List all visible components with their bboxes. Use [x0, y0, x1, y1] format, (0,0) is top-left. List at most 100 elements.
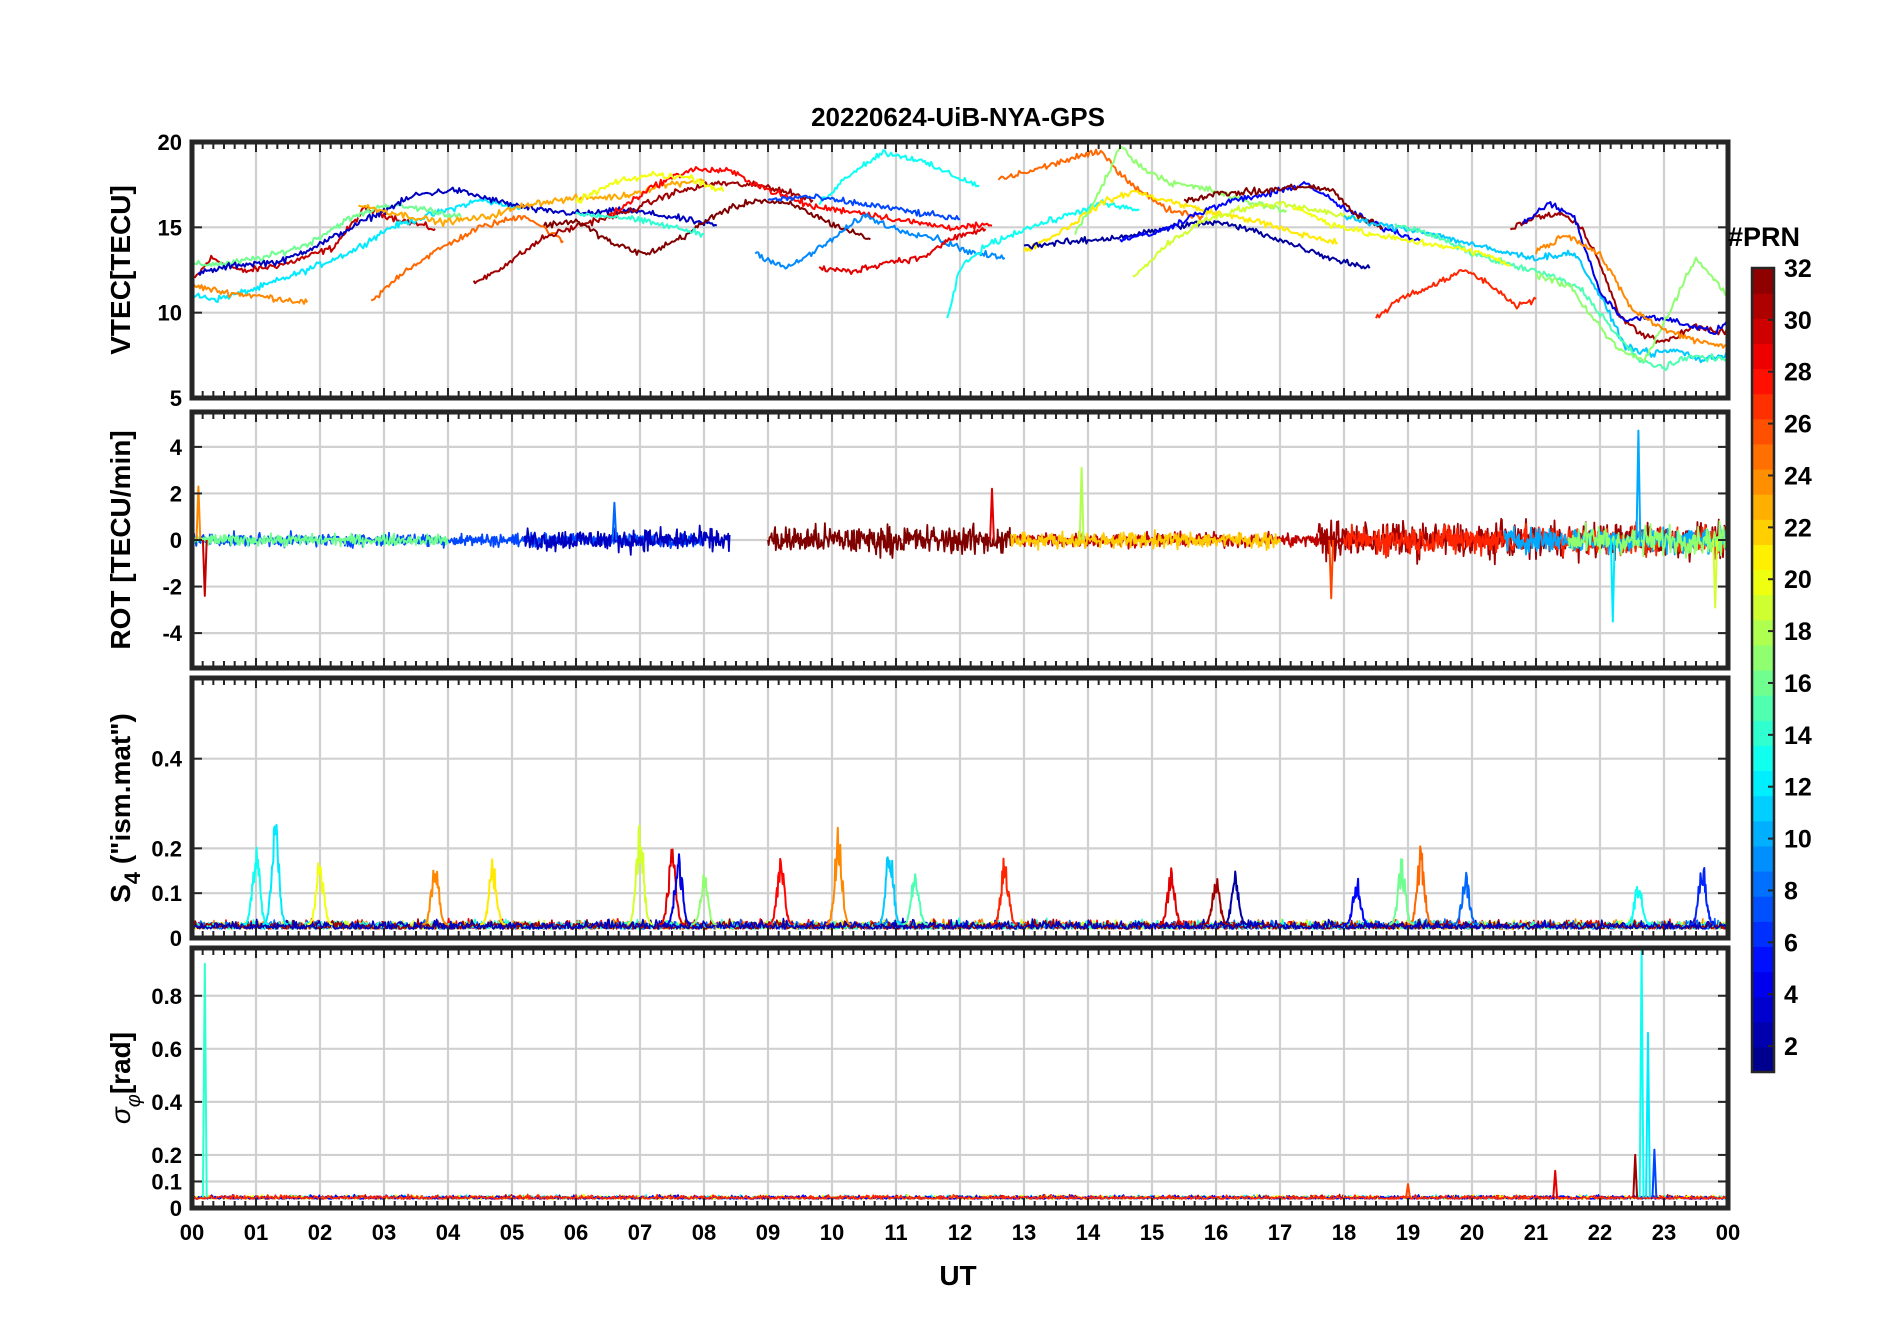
s4-burst-prn29 — [658, 848, 686, 926]
vtec-series-prn19 — [1132, 200, 1358, 278]
rot-series-prn17 — [1567, 520, 1728, 559]
x-tick-label: 06 — [564, 1220, 588, 1245]
colorbar-tick-label: 30 — [1784, 307, 1812, 335]
vtec-series-prn20 — [575, 170, 725, 204]
y-tick-label: 0.8 — [151, 984, 182, 1009]
colorbar-tick-label: 6 — [1784, 929, 1798, 957]
spike-prn13 — [1638, 949, 1645, 1198]
grid-sigma_phi — [192, 948, 1728, 1208]
y-tick-label: 10 — [158, 301, 182, 326]
vtec-series-prn24 — [1535, 234, 1728, 349]
s4-burst-prn28 — [767, 857, 794, 926]
vtec-series-prn9 — [754, 213, 1006, 270]
x-tick-label: 23 — [1652, 1220, 1676, 1245]
rot-series-prn30 — [1010, 530, 1345, 550]
vtec-series-prn17 — [1074, 146, 1288, 235]
vtec-series-prn32 — [1183, 183, 1384, 230]
y-axis-label-s4: S4 ("ism.mat") — [105, 713, 145, 903]
colorbar-segment — [1752, 494, 1774, 520]
panel-rot: -4 -2 0 2 4 ROT [TECU/min] — [105, 409, 1731, 671]
vtec-series-prn17 — [1535, 256, 1728, 363]
s4-burst-prn29 — [1158, 867, 1185, 926]
s4-burst-prn6 — [1689, 867, 1716, 926]
x-tick-label: 08 — [692, 1220, 716, 1245]
y-tick-label: 0.6 — [151, 1037, 182, 1062]
colorbar-segment — [1752, 594, 1774, 621]
vtec-series-prn12 — [192, 198, 526, 304]
colorbar-tick-label: 8 — [1784, 877, 1798, 905]
y-tick-label: 20 — [158, 130, 182, 155]
s4-burst-prn24 — [825, 826, 852, 926]
colorbar-segment — [1752, 720, 1774, 746]
s4-burst-prn13 — [1625, 885, 1652, 926]
spike-prn30 — [201, 539, 208, 597]
y-tick-label: 15 — [158, 215, 182, 240]
x-tick-label: 14 — [1076, 1220, 1101, 1245]
series-rot — [192, 429, 1728, 623]
colorbar-segment — [1752, 971, 1774, 998]
colorbar-segment — [1752, 1021, 1774, 1048]
x-tick-label: 18 — [1332, 1220, 1356, 1245]
vtec-series-prn20 — [1292, 206, 1511, 267]
x-tick-label: 16 — [1204, 1220, 1228, 1245]
colorbar-tick-label: 10 — [1784, 826, 1812, 854]
y-tick-label: 0.1 — [151, 881, 182, 906]
rot-series-prn3 — [523, 524, 731, 556]
vtec-series-prn28 — [607, 166, 993, 232]
s4-burst-prn13 — [242, 846, 270, 926]
colorbar-frame — [1750, 266, 1776, 1074]
vtec-series-prn32 — [543, 198, 871, 256]
s4-burst-prn27 — [991, 857, 1018, 926]
s4-burst-prn12 — [262, 823, 289, 926]
x-tick-label: 10 — [820, 1220, 844, 1245]
spike-prn10 — [1635, 429, 1642, 541]
colorbar-title: #PRN — [1728, 222, 1800, 252]
colorbar-segment — [1752, 695, 1774, 721]
x-ticks-s4 — [191, 678, 1729, 938]
colorbar-tick-label: 28 — [1784, 359, 1812, 387]
panel-vtec: 5 10 15 20 VTEC[TECU] — [105, 130, 1731, 411]
x-tick-label: 05 — [500, 1220, 524, 1245]
panel-s4: 0 0.1 0.2 0.4S4 ("ism.mat") — [105, 675, 1731, 951]
colorbar-segment — [1752, 268, 1774, 294]
vtec-series-prn27 — [1375, 269, 1537, 319]
x-tick-label: 03 — [372, 1220, 396, 1245]
x-ticks-rot — [191, 412, 1729, 668]
y-tick-label: 0.2 — [151, 836, 182, 861]
x-tick-label: 11 — [884, 1220, 907, 1245]
colorbar-segment — [1752, 871, 1774, 897]
rot-series-prn32 — [767, 522, 1013, 559]
colorbar-segment — [1752, 670, 1774, 696]
colorbar-tick-label: 20 — [1784, 566, 1812, 594]
x-tick-label: 00 — [1716, 1220, 1740, 1245]
spike-prn18 — [1078, 466, 1085, 541]
y-tick-label: 4 — [170, 435, 183, 460]
vtec-series-prn21 — [1023, 189, 1339, 253]
x-tick-label: 04 — [436, 1220, 461, 1245]
spike-prn12 — [1645, 1031, 1651, 1198]
vtec-series-prn16 — [192, 202, 462, 267]
colorbar-segment — [1752, 469, 1774, 495]
x-tick-label: 02 — [308, 1220, 332, 1245]
x-tick-labels: 00 01 02 03 04 05 06 07 08 09 10 11 12 13 14 15 16 17 18 19… — [180, 1220, 1740, 1245]
s4-burst-prn2 — [1222, 870, 1249, 926]
colorbar-segment — [1752, 343, 1774, 370]
s4-burst-prn8 — [1452, 871, 1479, 926]
x-tick-label: 07 — [628, 1220, 652, 1245]
colorbar-segment — [1752, 946, 1774, 973]
colorbar-segment — [1752, 896, 1774, 922]
spike-prn12 — [1609, 539, 1616, 623]
vtec-series-prn31 — [472, 180, 814, 285]
rot-series-prn22 — [1010, 529, 1281, 551]
y-tick-label: 0.4 — [151, 747, 182, 772]
colorbar-tick-label: 4 — [1784, 981, 1798, 1009]
s4-burst-prn4 — [665, 853, 692, 926]
grid-s4 — [192, 678, 1728, 938]
x-tick-label: 21 — [1524, 1220, 1548, 1245]
x-ticks-sigma_phi — [191, 948, 1729, 1208]
vtec-series-prn14 — [575, 211, 705, 238]
y-tick-label: 0.4 — [151, 1090, 182, 1115]
s4-burst-prn24 — [422, 869, 449, 926]
